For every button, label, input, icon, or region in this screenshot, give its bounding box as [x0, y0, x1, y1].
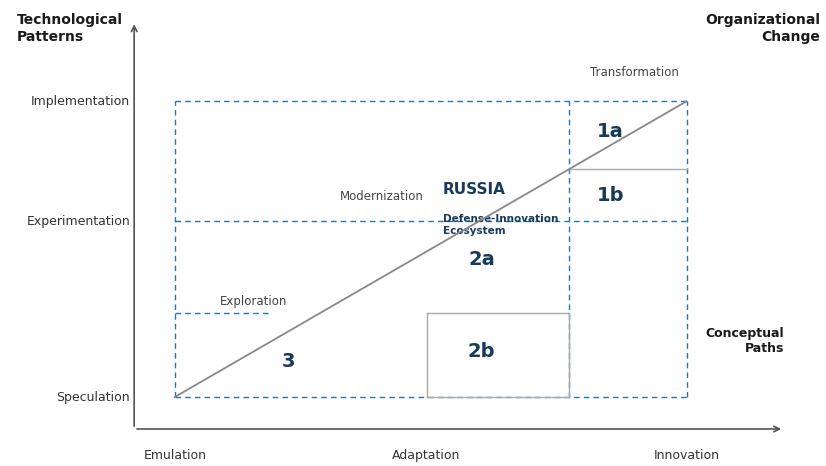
Text: Modernization: Modernization — [340, 190, 424, 203]
Text: RUSSIA: RUSSIA — [443, 182, 506, 197]
Text: Exploration: Exploration — [220, 295, 287, 308]
Text: Innovation: Innovation — [653, 449, 719, 462]
Text: Speculation: Speculation — [56, 391, 131, 404]
Text: Experimentation: Experimentation — [26, 215, 131, 228]
Text: Transformation: Transformation — [590, 66, 678, 79]
Text: 1a: 1a — [597, 122, 624, 141]
Text: 1b: 1b — [597, 186, 624, 205]
Text: Defense-Innovation
Ecosystem: Defense-Innovation Ecosystem — [443, 214, 558, 236]
Text: Technological
Patterns: Technological Patterns — [17, 14, 122, 44]
Text: Organizational
Change: Organizational Change — [705, 14, 820, 44]
Text: Implementation: Implementation — [31, 95, 131, 108]
Text: 2b: 2b — [468, 342, 495, 361]
Text: Emulation: Emulation — [143, 449, 206, 462]
Text: Adaptation: Adaptation — [392, 449, 461, 462]
Text: 2a: 2a — [468, 250, 495, 269]
Text: Conceptual
Paths: Conceptual Paths — [705, 327, 784, 355]
Text: 3: 3 — [282, 351, 295, 370]
